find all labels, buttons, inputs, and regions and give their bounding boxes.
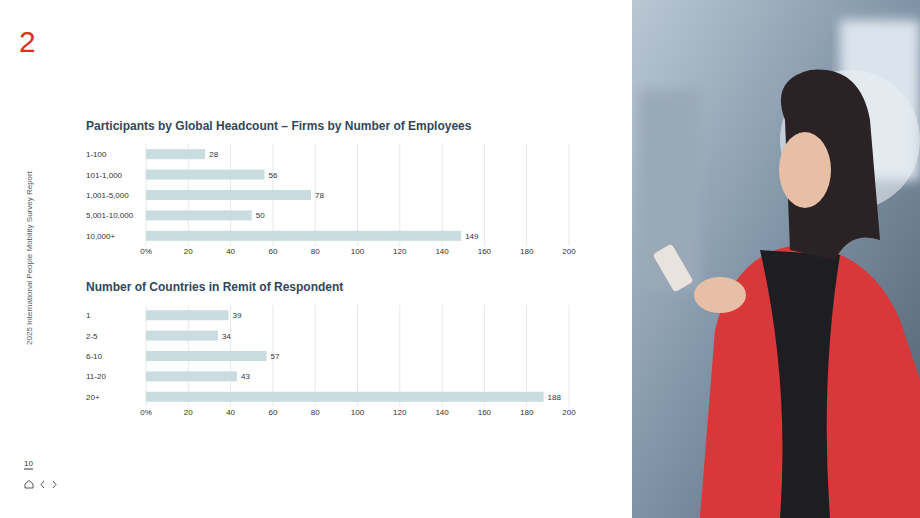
chart: Number of Countries in Remit of Responde… [86, 280, 576, 417]
tick-label: 20 [184, 408, 193, 417]
shirt [760, 250, 840, 518]
photo-bg [632, 0, 920, 518]
prev-icon[interactable] [41, 481, 44, 488]
photo [632, 0, 920, 518]
data-label: 78 [315, 191, 324, 200]
bar [146, 190, 311, 200]
data-label: 56 [268, 171, 277, 180]
bar [146, 371, 237, 381]
tick-label: 120 [393, 408, 407, 417]
category-label: 6-10 [86, 352, 103, 361]
grid-line [526, 144, 527, 246]
tick-label: 140 [435, 408, 449, 417]
bars [146, 149, 461, 241]
tick-label: 140 [435, 247, 449, 256]
grid-line [399, 305, 400, 407]
chart: Participants by Global Headcount – Firms… [86, 119, 576, 256]
data-label: 188 [548, 393, 562, 402]
face [779, 132, 831, 208]
category-label: 10,000+ [86, 232, 115, 241]
category-label: 1,001-5,000 [86, 191, 129, 200]
category-label: 11-20 [86, 372, 106, 381]
tick-label: 80 [311, 408, 320, 417]
tick-label: 200 [562, 247, 576, 256]
category-label: 20+ [86, 393, 100, 402]
tick-label: 160 [478, 408, 492, 417]
tick-label: 0% [140, 408, 152, 417]
category-label: 2-5 [86, 332, 98, 341]
tick-label: 80 [311, 247, 320, 256]
tick-label: 60 [268, 408, 277, 417]
bar [146, 231, 461, 241]
page-number: 10 [24, 459, 33, 468]
bar [146, 149, 205, 159]
chart-title: Number of Countries in Remit of Responde… [86, 280, 343, 294]
data-label: 50 [256, 211, 265, 220]
tick-label: 180 [520, 247, 534, 256]
page-underline [24, 469, 33, 470]
grid-line [569, 305, 570, 407]
phone [652, 243, 693, 292]
category-label: 1 [86, 311, 91, 320]
tick-label: 40 [226, 247, 235, 256]
tick-label: 120 [393, 247, 407, 256]
bar [146, 331, 218, 341]
grid-line [569, 144, 570, 246]
data-label: 28 [209, 150, 218, 159]
data-label: 57 [271, 352, 280, 361]
section-number: 2 [19, 25, 36, 58]
grid-line [315, 305, 316, 407]
report-title: 2025 International People Mobility Surve… [25, 170, 34, 345]
bar [146, 351, 267, 361]
tick-label: 160 [478, 247, 492, 256]
grid-line [526, 305, 527, 407]
home-icon[interactable] [25, 481, 33, 489]
bar [146, 392, 544, 402]
next-icon[interactable] [53, 481, 56, 488]
tick-label: 180 [520, 408, 534, 417]
chart-title: Participants by Global Headcount – Firms… [86, 119, 472, 133]
grid-line [484, 305, 485, 407]
bar [146, 310, 228, 320]
hand [694, 277, 746, 313]
grid-line [484, 144, 485, 246]
data-label: 39 [232, 311, 241, 320]
tick-label: 100 [351, 247, 365, 256]
tick-label: 60 [268, 247, 277, 256]
category-label: 101-1,000 [86, 171, 123, 180]
data-label: 149 [465, 232, 479, 241]
data-label: 34 [222, 332, 231, 341]
tick-label: 40 [226, 408, 235, 417]
data-label: 43 [241, 372, 250, 381]
tick-label: 0% [140, 247, 152, 256]
bar [146, 170, 264, 180]
tick-label: 20 [184, 247, 193, 256]
bar [146, 210, 252, 220]
tick-label: 100 [351, 408, 365, 417]
category-label: 5,001-10,000 [86, 211, 134, 220]
grid-line [357, 305, 358, 407]
tick-label: 200 [562, 408, 576, 417]
grid-line [442, 144, 443, 246]
grid-line [399, 144, 400, 246]
bars [146, 310, 544, 402]
grid-line [357, 144, 358, 246]
category-label: 1-100 [86, 150, 107, 159]
nav [25, 481, 56, 489]
grid-line [442, 305, 443, 407]
